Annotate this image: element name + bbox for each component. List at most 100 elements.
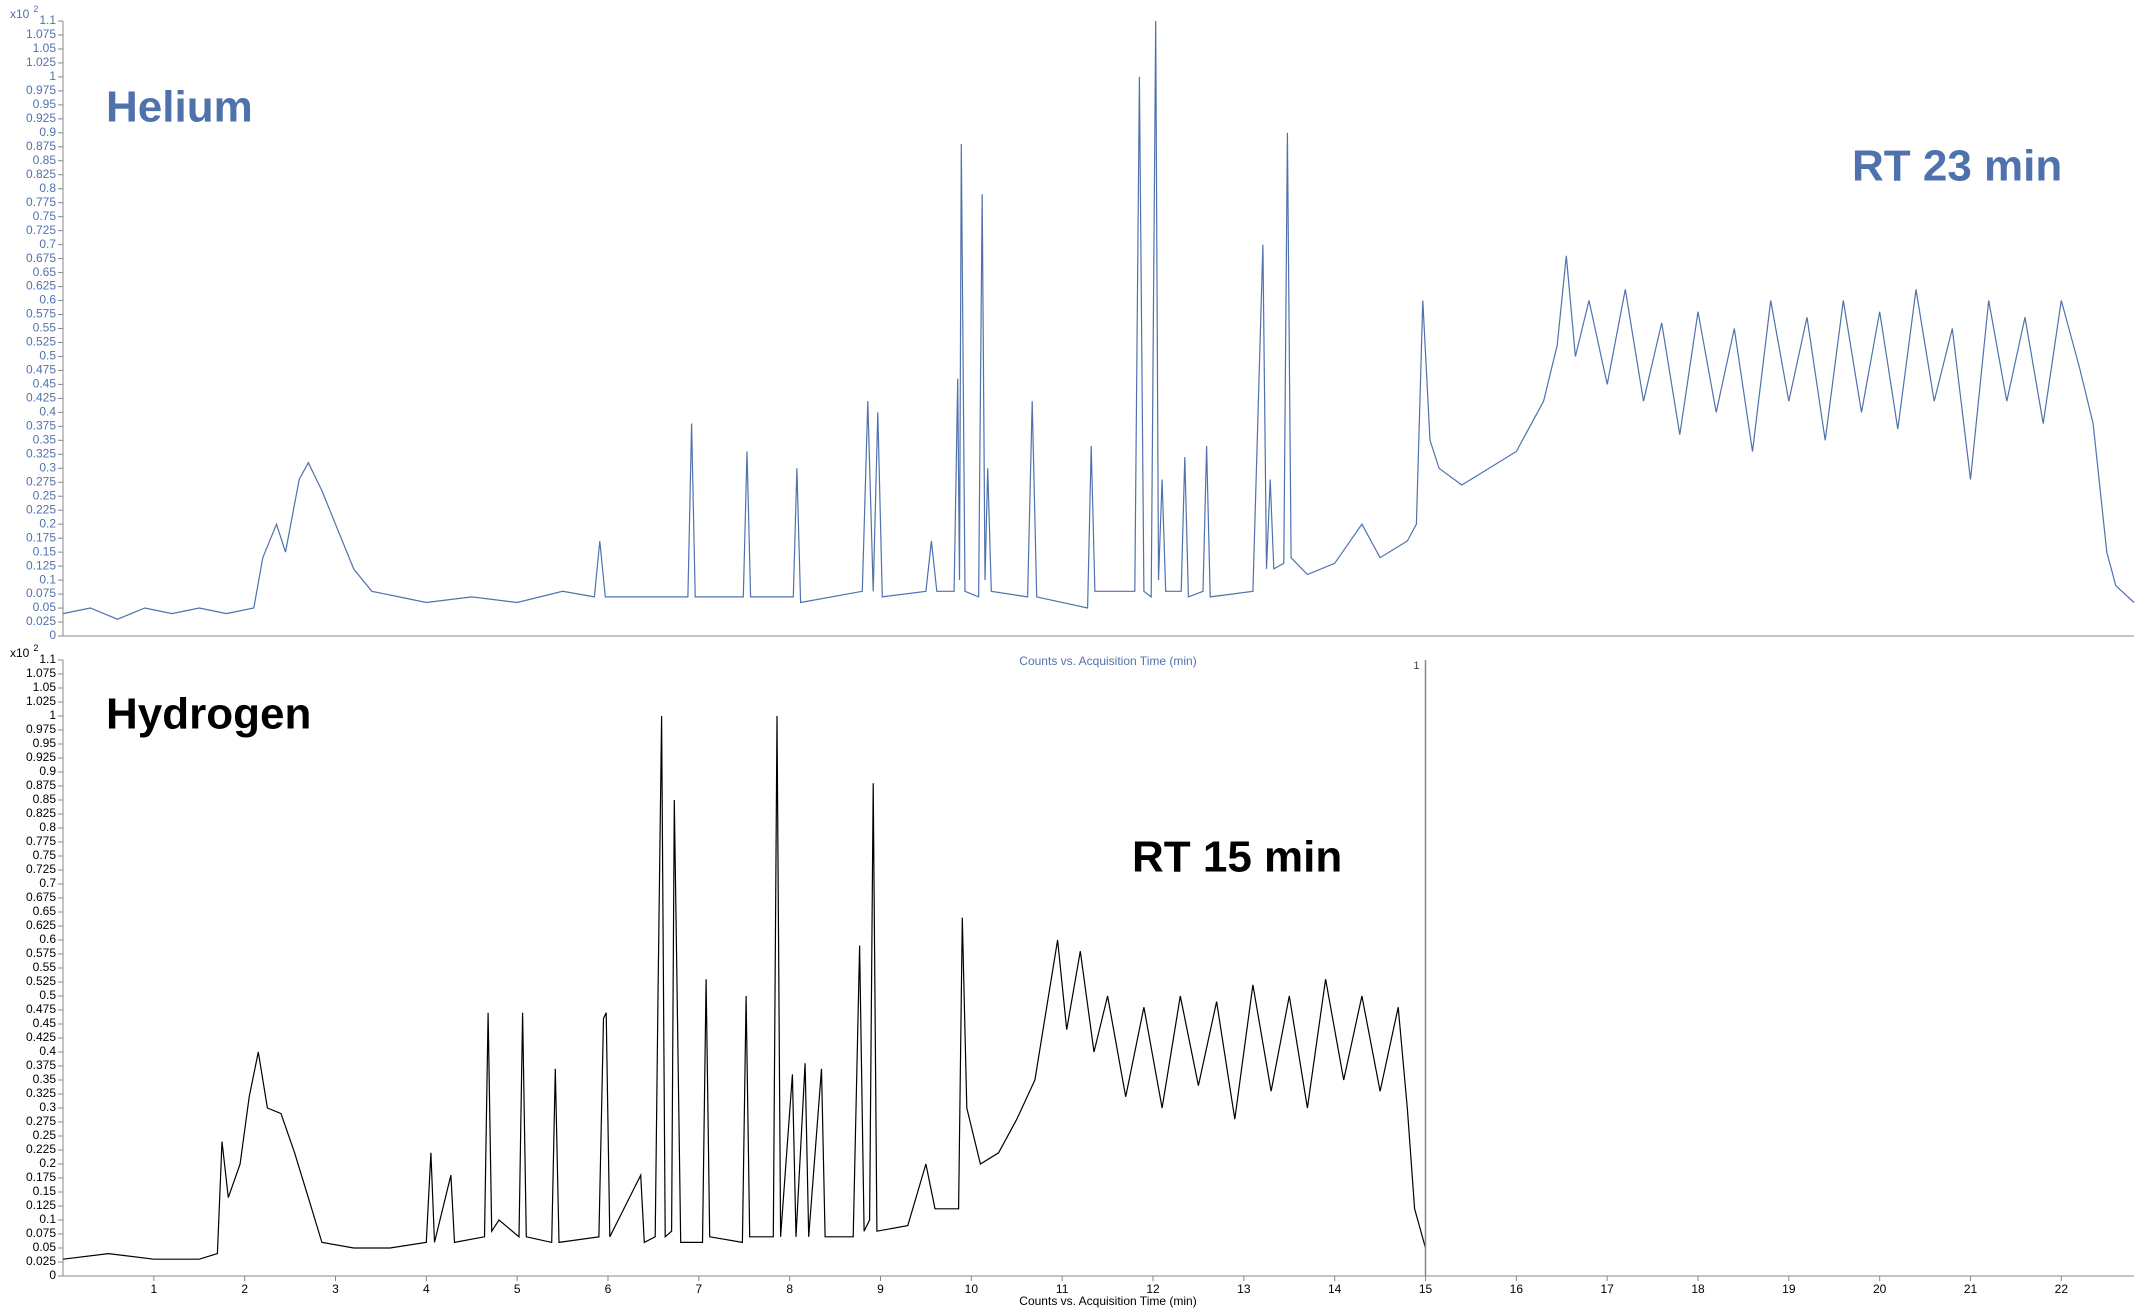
chromatogram-line [62,715,1427,1260]
y-tick-label: 0.25 [33,1128,57,1142]
series-label: Helium [106,83,253,132]
y-scale-label: x10 2 [10,643,38,660]
x-tick-label: 18 [1691,1282,1705,1296]
y-tick-label: 0.75 [33,848,57,862]
x-tick-label: 7 [695,1282,702,1296]
y-tick-label: 0.45 [33,1016,57,1030]
x-tick-label: 19 [1782,1282,1796,1296]
y-tick-label: 0.05 [33,1240,57,1254]
y-tick-label: 0.175 [26,530,56,544]
chromatogram-line [62,20,2135,620]
y-tick-label: 0.575 [26,307,56,321]
y-tick-label: 1 [49,708,56,722]
marker-label: 1 [1413,660,1419,672]
y-tick-label: 0.775 [26,834,56,848]
y-tick-label: 0.35 [33,1072,57,1086]
y-tick-label: 0.925 [26,750,56,764]
y-tick-label: 0.65 [33,265,57,279]
rt-label: RT 15 min [1132,833,1342,882]
y-tick-label: 0.4 [39,405,56,419]
y-tick-label: 1.025 [26,694,56,708]
y-scale-base: x10 [10,7,30,21]
y-tick-label: 0.8 [39,181,56,195]
y-scale-exponent: 2 [33,4,38,14]
x-tick-label: 6 [605,1282,612,1296]
y-tick-label: 1 [49,69,56,83]
y-tick-label: 0.125 [26,1198,56,1212]
y-tick-label: 0.85 [33,792,57,806]
y-tick-label: 0.275 [26,1114,56,1128]
y-tick-label: 0.65 [33,904,57,918]
y-tick-label: 0.9 [39,125,56,139]
y-tick-label: 0.7 [39,237,56,251]
series-label: Hydrogen [106,690,311,739]
y-tick-label: 0.425 [26,1030,56,1044]
y-tick-label: 0.675 [26,251,56,265]
y-tick-label: 0.3 [39,1100,56,1114]
y-tick-label: 0.8 [39,820,56,834]
x-tick-label: 22 [2055,1282,2069,1296]
y-tick-label: 0.15 [33,1184,57,1198]
rt-label: RT 23 min [1852,142,2062,191]
y-tick-label: 0.6 [39,293,56,307]
y-tick-label: 0.85 [33,153,57,167]
y-scale-exponent: 2 [33,643,38,653]
y-tick-label: 0.025 [26,614,56,628]
x-tick-label: 21 [1964,1282,1978,1296]
y-tick-label: 0.975 [26,83,56,97]
y-tick-label: 0.4 [39,1044,56,1058]
x-tick-label: 9 [877,1282,884,1296]
y-tick-label: 0.375 [26,1058,56,1072]
y-tick-label: 0.2 [39,1156,56,1170]
y-tick-label: 0.95 [33,97,57,111]
x-tick-label: 13 [1237,1282,1251,1296]
y-tick-label: 1.075 [26,666,56,680]
y-tick-label: 0.15 [33,544,57,558]
x-tick-label: 15 [1419,1282,1433,1296]
y-tick-label: 0.9 [39,764,56,778]
y-tick-label: 0.7 [39,876,56,890]
y-tick-label: 0 [49,1268,56,1282]
y-tick-label: 1.075 [26,27,56,41]
y-tick-label: 0.975 [26,722,56,736]
x-tick-label: 4 [423,1282,430,1296]
y-tick-label: 0.725 [26,862,56,876]
y-tick-label: 0.225 [26,502,56,516]
x-tick-label: 10 [965,1282,979,1296]
y-tick-label: 0.45 [33,377,57,391]
y-tick-label: 0.325 [26,1086,56,1100]
x-axis-label: Counts vs. Acquisition Time (min) [1019,654,1196,668]
y-tick-label: 0.05 [33,600,57,614]
y-tick-label: 0.75 [33,209,57,223]
y-scale-base: x10 [10,646,30,660]
y-tick-label: 0.625 [26,918,56,932]
x-axis-label: Counts vs. Acquisition Time (min) [1019,1294,1196,1308]
y-tick-label: 0.025 [26,1254,56,1268]
y-tick-label: 1.05 [33,41,57,55]
y-tick-label: 1.1 [39,652,56,666]
y-tick-label: 0.675 [26,890,56,904]
y-tick-label: 0.6 [39,932,56,946]
y-tick-label: 0.175 [26,1170,56,1184]
x-tick-label: 8 [786,1282,793,1296]
y-tick-label: 0.525 [26,335,56,349]
x-tick-label: 16 [1510,1282,1524,1296]
y-tick-label: 1.1 [39,13,56,27]
y-tick-label: 0.2 [39,516,56,530]
y-tick-label: 0.875 [26,778,56,792]
y-tick-label: 0.5 [39,988,56,1002]
y-tick-label: 0.925 [26,111,56,125]
y-tick-label: 0.825 [26,167,56,181]
y-tick-label: 0.1 [39,572,56,586]
y-tick-label: 1.05 [33,680,57,694]
y-tick-label: 0.375 [26,419,56,433]
y-tick-label: 0.35 [33,432,57,446]
y-tick-label: 0.125 [26,558,56,572]
y-tick-label: 0.775 [26,195,56,209]
y-tick-label: 0.5 [39,349,56,363]
y-tick-label: 0.525 [26,974,56,988]
y-tick-label: 0.875 [26,139,56,153]
y-tick-label: 0.1 [39,1212,56,1226]
